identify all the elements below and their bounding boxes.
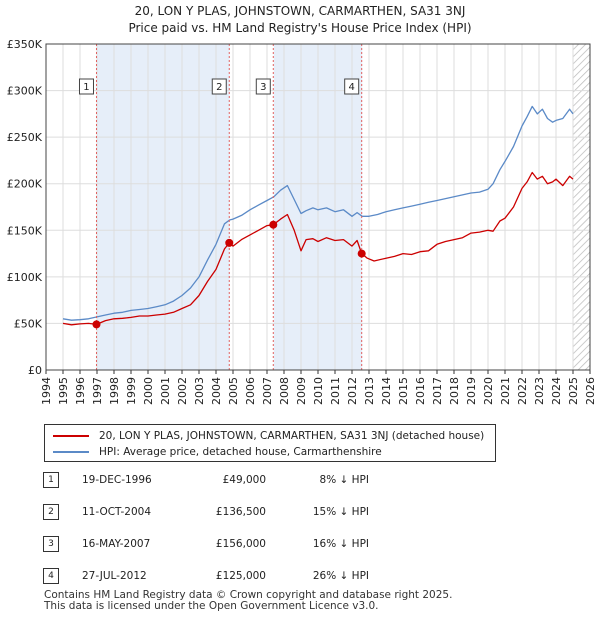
sale-row: 2 11-OCT-2004 £136,500 15% ↓ HPI: [0, 504, 600, 524]
x-tick-label: 2007: [261, 377, 274, 405]
x-tick-label: 2019: [465, 377, 478, 405]
x-tick-label: 1998: [108, 377, 121, 405]
y-tick-label: £0: [28, 364, 42, 377]
sale-date: 11-OCT-2004: [82, 506, 151, 518]
x-tick-label: 2015: [397, 377, 410, 405]
sale-number-badge: 3: [43, 536, 59, 552]
sale-price: £125,000: [215, 570, 266, 582]
x-tick-label: 2014: [380, 377, 393, 405]
x-tick-label: 2006: [244, 377, 257, 405]
sale-point: [269, 220, 278, 229]
x-tick-label: 1995: [57, 377, 70, 405]
chart-subtitle: Price paid vs. HM Land Registry's House …: [128, 21, 471, 35]
legend-property-label: 20, LON Y PLAS, JOHNSTOWN, CARMARTHEN, S…: [99, 430, 485, 442]
x-tick-label: 2021: [499, 377, 512, 405]
sale-row: 4 27-JUL-2012 £125,000 26% ↓ HPI: [0, 568, 600, 588]
y-tick-label: £150K: [7, 224, 43, 237]
property-line-swatch: [53, 435, 89, 437]
forecast-hatch: [573, 44, 590, 370]
sale-hpi-diff: 15% ↓ HPI: [312, 506, 369, 518]
price-chart: 20, LON Y PLAS, JOHNSTOWN, CARMARTHEN, S…: [7, 4, 597, 405]
y-tick-label: £100K: [7, 271, 43, 284]
x-tick-label: 2003: [193, 377, 206, 405]
sale-hpi-diff: 26% ↓ HPI: [312, 570, 369, 582]
x-tick-label: 2023: [533, 377, 546, 405]
x-tick-label: 2011: [329, 377, 342, 405]
sale-marker-box: [211, 78, 227, 95]
x-tick-label: 2001: [159, 377, 172, 405]
y-tick-label: £200K: [7, 178, 43, 191]
x-tick-label: 2020: [482, 377, 495, 405]
sale-price: £136,500: [215, 506, 266, 518]
sale-hpi-diff: 16% ↓ HPI: [312, 538, 369, 550]
y-tick-label: £300K: [7, 85, 43, 98]
sale-marker-label: 1: [83, 82, 89, 93]
hpi-series-line: [62, 105, 574, 321]
y-tick-label: £350K: [7, 38, 43, 51]
y-tick-label: £250K: [7, 131, 43, 144]
x-tick-label: 2008: [278, 377, 291, 405]
sale-date: 27-JUL-2012: [82, 570, 147, 582]
sale-number-badge: 1: [43, 472, 59, 488]
sale-point: [92, 320, 101, 329]
sale-number-badge: 4: [43, 568, 59, 584]
x-tick-label: 2005: [227, 377, 240, 405]
sale-price: £156,000: [215, 538, 266, 550]
x-tick-label: 1994: [40, 377, 53, 405]
sale-marker-label: 2: [216, 82, 222, 93]
x-tick-label: 2013: [363, 377, 376, 405]
sale-number-badge: 2: [43, 504, 59, 520]
x-tick-label: 2026: [584, 377, 597, 405]
chart-title: 20, LON Y PLAS, JOHNSTOWN, CARMARTHEN, S…: [135, 4, 466, 18]
x-tick-label: 2004: [210, 377, 223, 405]
sale-row: 1 19-DEC-1996 £49,000 8% ↓ HPI: [0, 472, 600, 492]
x-tick-label: 2012: [346, 377, 359, 405]
legend-hpi-label: HPI: Average price, detached house, Carm…: [99, 446, 382, 458]
footer-licence: This data is licensed under the Open Gov…: [44, 600, 379, 612]
footer: Contains HM Land Registry data © Crown c…: [44, 590, 452, 612]
x-tick-label: 2025: [567, 377, 580, 405]
legend: 20, LON Y PLAS, JOHNSTOWN, CARMARTHEN, S…: [44, 424, 496, 462]
property-series-line: [62, 171, 574, 326]
x-tick-label: 2018: [448, 377, 461, 405]
y-tick-label: £50K: [14, 317, 43, 330]
x-tick-label: 2010: [312, 377, 325, 405]
x-tick-label: 2017: [431, 377, 444, 405]
x-tick-label: 2002: [176, 377, 189, 405]
footer-copyright: Contains HM Land Registry data © Crown c…: [44, 589, 453, 601]
sale-point: [357, 249, 366, 258]
sale-date: 19-DEC-1996: [82, 474, 152, 486]
sale-marker-box: [78, 78, 94, 95]
sale-marker-label: 3: [260, 82, 266, 93]
x-tick-label: 2016: [414, 377, 427, 405]
hpi-line-swatch: [53, 451, 89, 453]
x-tick-label: 2022: [516, 377, 529, 405]
sale-point: [225, 238, 234, 247]
sale-marker-box: [344, 78, 360, 95]
x-tick-label: 1997: [91, 377, 104, 405]
sale-hpi-diff: 8% ↓ HPI: [319, 474, 369, 486]
x-tick-label: 1999: [125, 377, 138, 405]
sale-marker-label: 4: [349, 82, 355, 93]
legend-item-hpi: HPI: Average price, detached house, Carm…: [53, 444, 382, 460]
sale-price: £49,000: [222, 474, 266, 486]
plot-frame: [45, 43, 591, 371]
x-tick-label: 2009: [295, 377, 308, 405]
shaded-period-1-2: [97, 44, 230, 370]
x-tick-label: 2000: [142, 377, 155, 405]
sale-marker-box: [255, 78, 271, 95]
x-tick-label: 1996: [74, 377, 87, 405]
sale-date: 16-MAY-2007: [82, 538, 151, 550]
x-tick-label: 2024: [550, 377, 563, 405]
sale-row: 3 16-MAY-2007 £156,000 16% ↓ HPI: [0, 536, 600, 556]
legend-item-property: 20, LON Y PLAS, JOHNSTOWN, CARMARTHEN, S…: [53, 428, 484, 444]
